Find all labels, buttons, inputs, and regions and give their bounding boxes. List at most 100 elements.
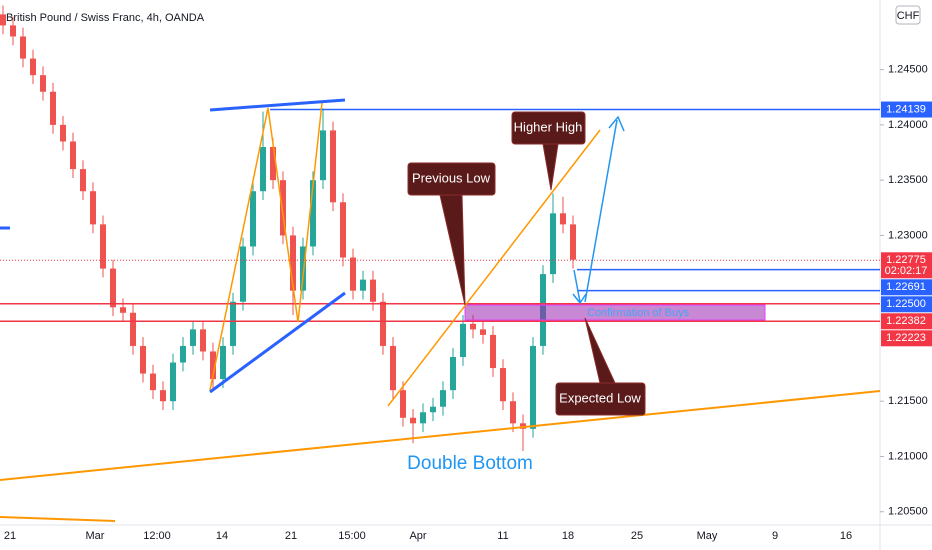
x-tick-label: 16: [840, 530, 852, 542]
y-tick-label: 1.20500: [888, 506, 928, 518]
candle-body: [120, 307, 126, 313]
callout: [511, 111, 586, 145]
callout: [407, 162, 496, 196]
callout: [555, 382, 646, 416]
price-badge-label: 1.24139: [886, 103, 926, 115]
candle-body: [460, 323, 466, 357]
annotation: Confirmation of Buys: [587, 307, 690, 319]
currency: CHF: [897, 10, 920, 22]
candle-body: [450, 357, 456, 391]
x-tick-label: 11: [497, 530, 508, 542]
price-badge-label: 1.22775: [886, 254, 926, 266]
candle-body: [440, 390, 446, 407]
candle-body: [250, 191, 256, 247]
candle-body: [400, 390, 406, 418]
price-badge-label: 1.22500: [886, 298, 926, 310]
y-tick-label: 1.23500: [888, 174, 928, 186]
candle-body: [310, 180, 316, 247]
arrow: [573, 269, 581, 303]
candle-body: [260, 147, 266, 192]
candle-body: [130, 312, 136, 346]
chart-title: British Pound / Swiss Franc, 4h, OANDA: [6, 12, 205, 24]
y-tick-label: 1.21000: [888, 450, 928, 462]
candle-body: [20, 36, 26, 59]
candle-body: [330, 130, 336, 203]
annotation: Double Bottom: [407, 453, 533, 474]
arrow-head: [608, 115, 625, 132]
x-tick-label: Apr: [409, 530, 426, 542]
pattern-line: [209, 102, 323, 391]
candle-body: [570, 224, 576, 260]
trend-line: [209, 98, 346, 112]
candle-body: [550, 213, 556, 275]
candle-body: [230, 301, 236, 346]
candle-body: [140, 345, 146, 374]
price-badge-label: 1.22382: [886, 315, 926, 327]
candle-body: [30, 58, 36, 76]
price-badge: [881, 330, 932, 347]
arrow-head: [572, 293, 587, 305]
candle-body: [420, 412, 426, 424]
annotation: Expected Low: [559, 390, 641, 405]
price-badge-label: 1.22691: [886, 281, 926, 293]
x-tick-label: 21: [285, 530, 297, 542]
candle-body: [280, 180, 286, 236]
candle-body: [340, 202, 346, 258]
price-badge-label: 1.22223: [886, 332, 926, 344]
candle-body: [220, 345, 226, 380]
trend-line: [0, 516, 116, 522]
candle-body: [40, 75, 46, 92]
price-badge: [881, 313, 932, 330]
candle-body: [150, 373, 156, 391]
candle-body: [480, 329, 486, 335]
candle-body: [370, 279, 376, 302]
candle-body: [10, 25, 16, 37]
x-tick-label: 25: [631, 530, 643, 542]
candle-body: [70, 141, 76, 170]
arrow: [584, 119, 618, 303]
candle-body: [290, 235, 296, 291]
price-axis: 1.24500 1.24000 1.23500 1.23000 1.21500 1.210…: [880, 64, 932, 518]
candle-body: [0, 14, 6, 26]
candle-body: [190, 329, 196, 346]
candle-body: [560, 213, 566, 225]
x-tick-label: Mar: [86, 530, 105, 542]
candle-body: [80, 169, 86, 192]
candle-body: [510, 401, 516, 424]
candle-body: [490, 334, 496, 369]
price-badge: [881, 252, 932, 279]
candle-body: [500, 368, 506, 402]
x-tick-label: 14: [216, 530, 228, 542]
y-tick-label: 1.21500: [888, 395, 928, 407]
y-tick-label: 1.24500: [888, 64, 928, 76]
candle-body: [350, 257, 356, 291]
plot: [0, 5, 880, 451]
y-tick-label: 1.24000: [888, 119, 928, 131]
x-tick-label: May: [697, 530, 718, 542]
candle-body: [210, 351, 216, 380]
candle-body: [430, 406, 436, 413]
candle-body: [180, 345, 186, 363]
candle-body: [100, 224, 106, 269]
x-tick-label: 12:00: [143, 530, 171, 542]
trend-line: [209, 291, 346, 394]
candle-body: [470, 323, 476, 330]
candle-body: [110, 268, 116, 308]
x-tick-label: 9: [772, 530, 778, 542]
price-badge: [881, 101, 932, 118]
price-badge: [881, 279, 932, 296]
candle-body: [160, 390, 166, 402]
candle-body: [170, 362, 176, 402]
x-tick-label: 15:00: [338, 530, 366, 542]
candle-body: [300, 246, 306, 291]
candle-body: [380, 301, 386, 346]
price-badge: [881, 296, 932, 313]
candle-body: [270, 147, 276, 181]
y-tick-label: 1.23000: [888, 229, 928, 241]
candle-body: [410, 417, 416, 424]
x-tick-label: 18: [562, 530, 574, 542]
currency-badge: [895, 5, 921, 25]
candle-body: [60, 124, 66, 142]
